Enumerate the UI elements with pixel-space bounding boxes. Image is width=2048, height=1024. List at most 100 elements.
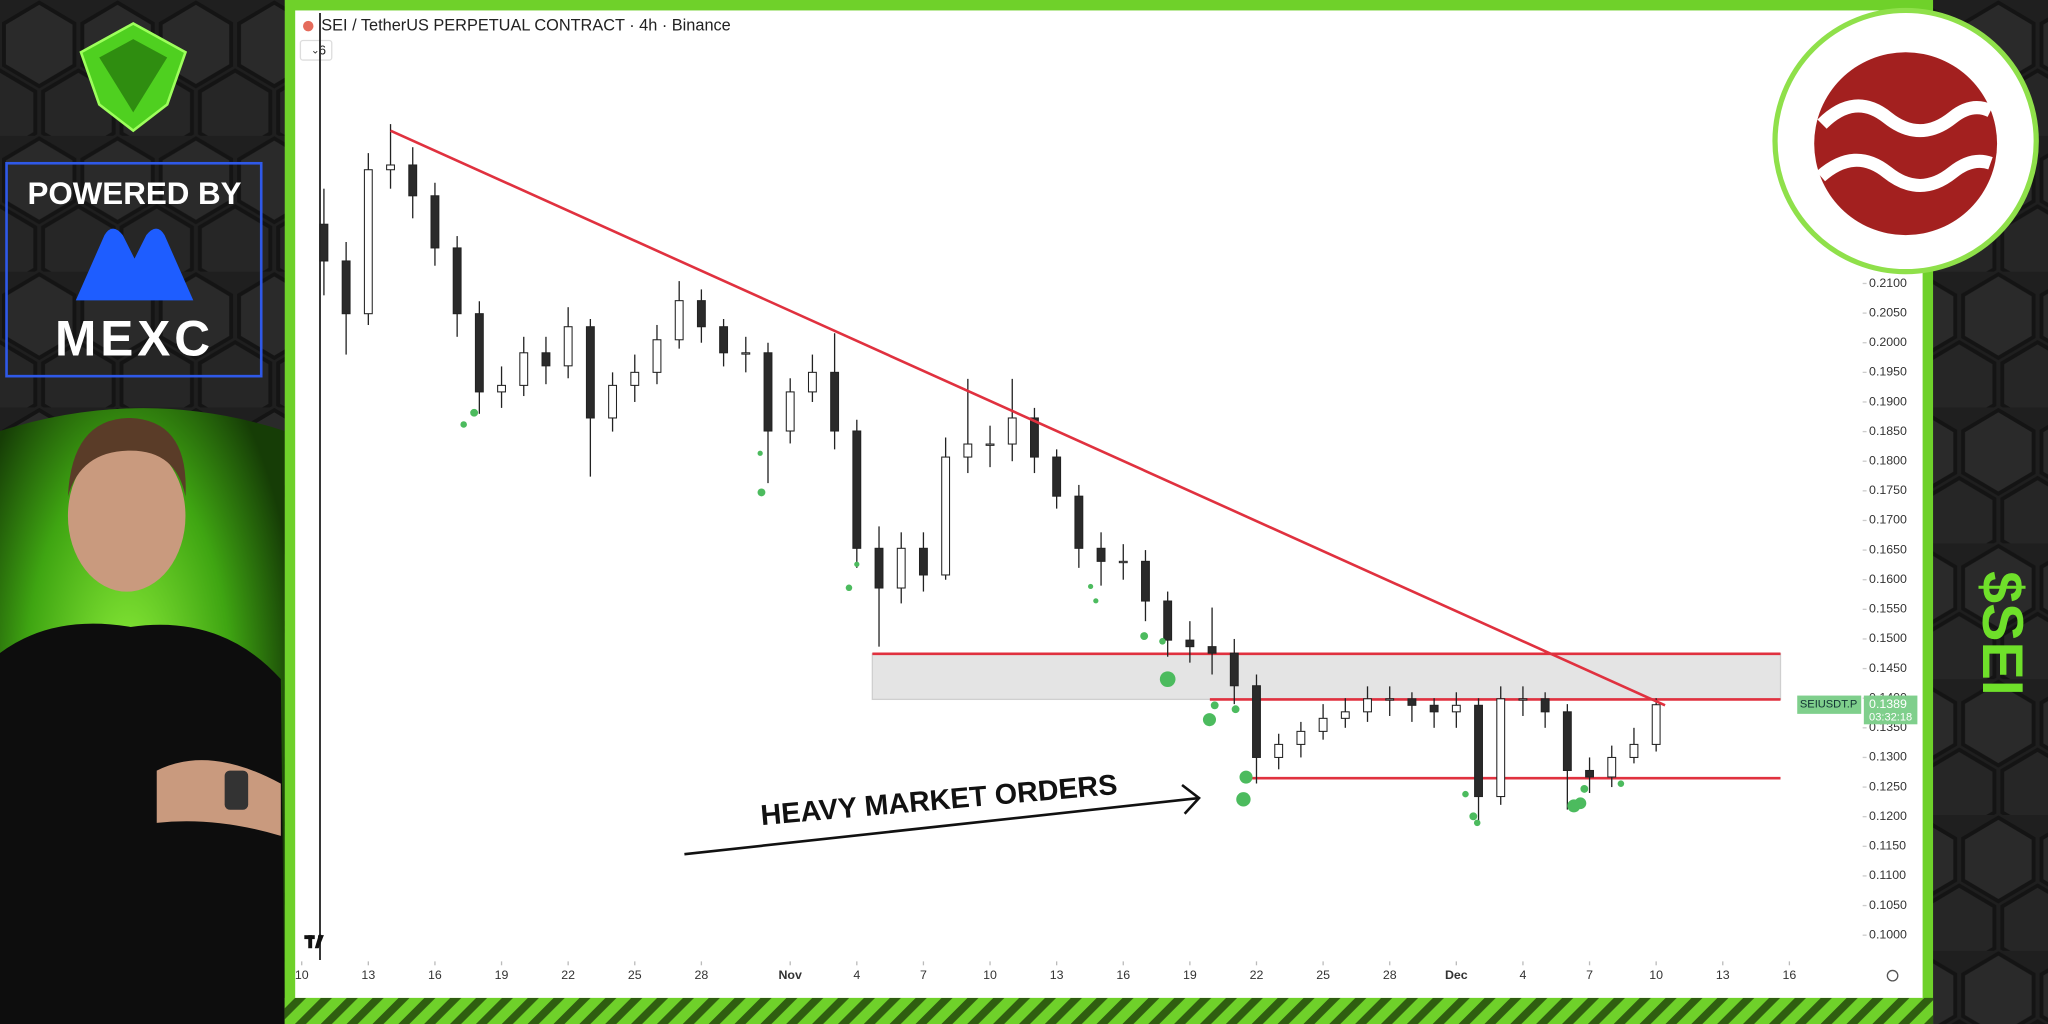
candle-body	[1518, 698, 1528, 701]
y-tick-label: 0.1300	[1869, 750, 1907, 764]
y-tick-label: 0.1200	[1869, 809, 1907, 823]
sei-logo	[1772, 7, 2039, 275]
candle-body	[1274, 743, 1284, 758]
candle-body	[807, 371, 817, 393]
candle-body	[519, 352, 529, 386]
annotation-arrow	[684, 783, 1201, 856]
x-tick-label: 28	[694, 968, 708, 982]
y-tick-label: 0.1750	[1869, 483, 1907, 497]
candle-body	[1474, 704, 1483, 798]
candle-body	[430, 195, 440, 249]
x-tick-label: 10	[295, 968, 309, 982]
candle-body	[1451, 704, 1461, 713]
x-tick-label: Dec	[1445, 968, 1468, 982]
indicator-toggle[interactable]	[299, 39, 333, 61]
y-tick-label: 0.2000	[1869, 335, 1907, 349]
candle-body	[608, 384, 618, 419]
symbol-tag-label: SEIUSDT.P	[1800, 699, 1857, 711]
candle-body	[1207, 646, 1217, 654]
x-tick-label: 10	[983, 968, 997, 982]
candle-body	[1185, 639, 1195, 648]
chart-title: SEI / TetherUS PERPETUAL CONTRACT · 4h ·…	[321, 16, 730, 34]
y-tick-label: 0.1550	[1869, 602, 1907, 616]
y-tick-label: 0.1500	[1869, 631, 1907, 645]
candle-body	[1385, 698, 1395, 701]
candle-body	[1585, 769, 1594, 778]
candle-body	[1562, 711, 1572, 772]
candle-body	[1007, 417, 1017, 445]
candle-body	[696, 300, 706, 328]
y-tick-label: 0.2100	[1869, 276, 1907, 290]
candle-body	[741, 352, 751, 355]
sponsor-box	[5, 161, 263, 378]
symbol-tag	[1797, 695, 1862, 714]
candle-body	[1030, 417, 1039, 458]
trendline	[389, 129, 1666, 707]
candle-body	[985, 443, 995, 446]
settings-icon[interactable]	[1886, 969, 1899, 982]
y-tick-label: 0.1950	[1869, 365, 1907, 379]
plot: 10 13 16 19 22 25 28 Nov 4 7 10 13 16 19 22 25 28 Dec 4 7 10…	[295, 124, 1907, 982]
chart-panel	[295, 10, 1923, 998]
x-tick-label: 4	[1519, 968, 1526, 982]
hidden-indicator-count: 6	[319, 42, 326, 57]
y-tick-label: 0.1100	[1869, 868, 1906, 882]
mexc-icon	[75, 228, 194, 301]
resistance-zone	[871, 653, 1782, 701]
candle-body	[386, 164, 395, 171]
candle-body	[652, 339, 662, 373]
brand-name: MEXC	[55, 310, 214, 366]
y-tick-label: 0.1800	[1869, 453, 1907, 467]
y-tick-label: 0.1000	[1869, 927, 1907, 941]
candle-body	[1429, 704, 1439, 713]
x-tick-label: 25	[1316, 968, 1330, 982]
ticker-badge: $SEI	[1970, 571, 2034, 696]
candle-body	[963, 443, 973, 458]
candle-body	[1407, 698, 1417, 706]
candle-body	[1340, 711, 1350, 719]
candle-body	[1496, 698, 1506, 798]
symbol-icon	[303, 20, 314, 32]
candle-body	[1096, 547, 1106, 562]
x-tick-label: 25	[628, 968, 642, 982]
x-tick-label: 22	[1250, 968, 1264, 982]
candle-body	[1252, 685, 1261, 758]
order-markers	[460, 408, 1625, 827]
candle-body	[1229, 652, 1239, 687]
y-tick-label: 0.2050	[1869, 305, 1907, 319]
y-tick-label: 0.1700	[1869, 513, 1907, 527]
candle-body	[563, 326, 573, 367]
frame-hatch	[284, 997, 1934, 1024]
candle-body	[830, 371, 840, 432]
x-tick-label: 7	[1586, 968, 1593, 982]
candle-body	[585, 326, 595, 419]
candle-body	[474, 313, 484, 393]
x-tick-label: 16	[1116, 968, 1130, 982]
x-tick-label: 22	[561, 968, 575, 982]
countdown: 03:32:18	[1869, 712, 1912, 724]
candle-body	[408, 164, 418, 197]
candle-body	[452, 247, 462, 315]
candle-body	[719, 326, 729, 354]
candle-body	[630, 371, 640, 386]
x-tick-label: 19	[495, 968, 509, 982]
tradingview-logo	[304, 934, 324, 949]
candle-body	[785, 391, 795, 432]
y-tick-label: 0.1650	[1869, 542, 1907, 556]
candle-body	[1141, 560, 1150, 602]
candle-body	[674, 300, 684, 341]
candle-body	[541, 352, 551, 367]
candle-body	[1651, 704, 1661, 745]
candle-body	[918, 547, 928, 576]
candle-body	[363, 169, 373, 315]
y-tick-label: 0.1250	[1869, 779, 1907, 793]
candle-body	[941, 456, 951, 576]
candle-body	[1163, 600, 1173, 641]
candle-body	[1607, 756, 1617, 778]
y-tick-label: 0.1150	[1869, 839, 1906, 853]
x-tick-label: Nov	[778, 968, 802, 982]
candle-body	[1074, 495, 1084, 549]
brand-logo	[79, 22, 188, 133]
candle-body	[1540, 698, 1550, 713]
